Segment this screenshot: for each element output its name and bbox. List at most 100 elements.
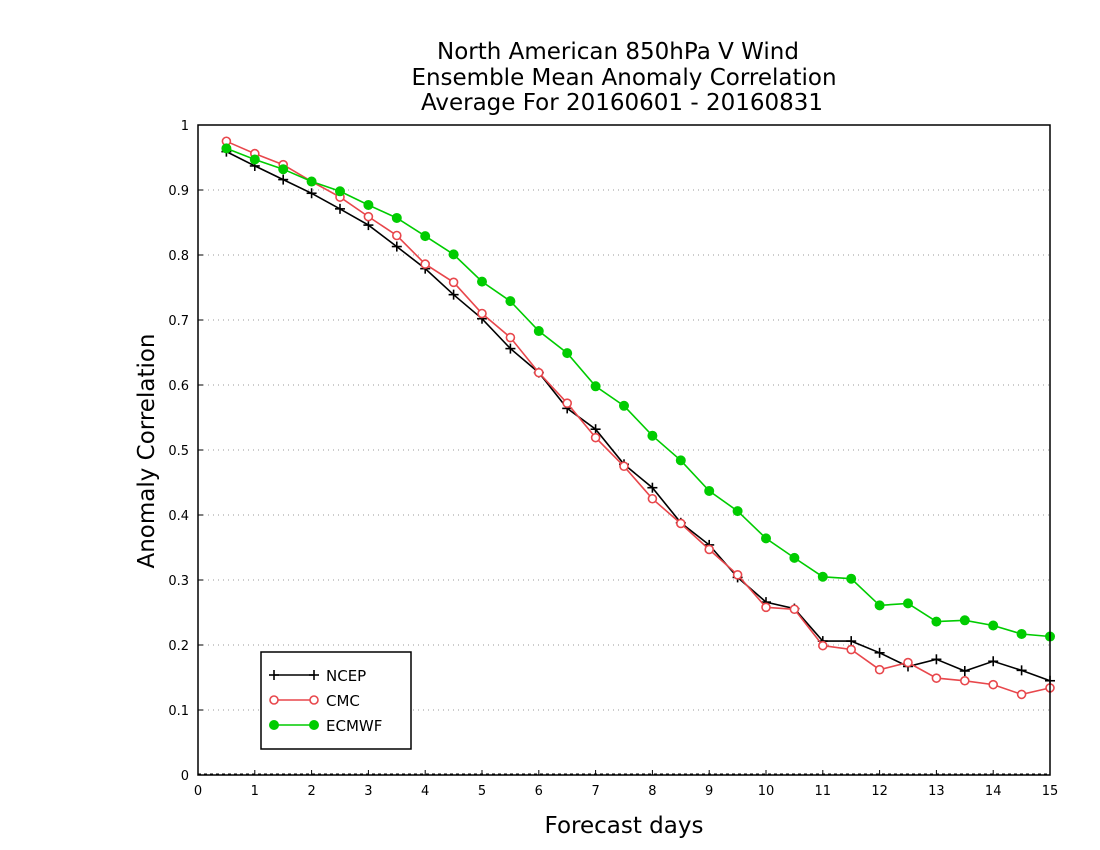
data-point-ecmwf	[817, 571, 828, 582]
data-point-ncep	[391, 241, 402, 252]
series-line-cmc	[226, 140, 1051, 696]
legend-item-ecmwf: ECMWF	[269, 717, 382, 735]
data-point-cmc	[505, 332, 516, 343]
data-point-ncep	[335, 203, 345, 214]
y-tick-label: 0.2	[168, 639, 189, 654]
data-point-ecmwf	[420, 231, 431, 242]
data-point-ecmwf	[391, 212, 402, 223]
x-tick-label: 6	[535, 784, 543, 799]
data-point-cmc	[959, 675, 970, 686]
data-point-cmc	[789, 604, 800, 615]
y-axis-title: Anomaly Correlation	[134, 333, 160, 568]
data-point-ecmwf	[846, 573, 857, 584]
y-axis-ticks: 0 0.1 0.2 0.3 0.4 0.5 0.6 0.7 0.8 0.9 1	[168, 119, 203, 784]
data-point-cmc	[1016, 689, 1027, 700]
legend-marker-ncep	[269, 670, 279, 680]
y-tick-label: 0	[181, 769, 189, 784]
chart-title-line-1: North American 850hPa V Wind	[437, 39, 799, 65]
data-point-cmc	[846, 644, 857, 655]
data-point-cmc	[931, 673, 942, 683]
legend-marker-ecmwf	[269, 720, 279, 730]
plot-frame	[197, 124, 1051, 776]
data-point-ecmwf	[675, 455, 686, 466]
data-point-ecmwf	[562, 348, 573, 359]
x-axis-title: Forecast days	[545, 813, 704, 839]
x-tick-label: 8	[648, 784, 656, 799]
chart-title-line-2: Ensemble Mean Anomaly Correlation	[411, 65, 836, 91]
data-point-ncep	[959, 666, 970, 676]
data-point-ecmwf	[704, 485, 715, 496]
data-point-ecmwf	[619, 400, 629, 411]
data-point-ecmwf	[761, 533, 771, 544]
x-tick-label: 2	[307, 784, 315, 799]
data-point-ecmwf	[306, 176, 317, 187]
data-point-ecmwf	[1016, 628, 1027, 639]
data-point-cmc	[477, 308, 487, 319]
x-tick-label: 13	[928, 784, 945, 799]
data-point-ncep	[846, 636, 857, 647]
y-tick-label: 0.7	[168, 314, 189, 329]
data-point-ecmwf	[988, 620, 999, 631]
x-tick-label: 11	[815, 784, 832, 799]
x-axis-ticks: 0 1 2 3 4 5 6 7 8 9 10 11 12 13 14 15	[194, 770, 1058, 799]
data-point-ecmwf	[590, 381, 601, 392]
chart-title-line-3: Average For 20160601 - 20160831	[421, 90, 823, 116]
x-tick-label: 15	[1042, 784, 1059, 799]
legend-marker-ecmwf	[309, 720, 319, 730]
data-point-cmc	[533, 367, 544, 378]
data-point-cmc	[988, 679, 999, 690]
x-tick-label: 14	[985, 784, 1002, 799]
data-point-cmc	[874, 664, 885, 675]
data-point-cmc	[817, 640, 828, 651]
data-point-ncep	[874, 647, 885, 658]
grid-lines	[198, 189, 1050, 775]
data-point-ncep	[448, 289, 459, 300]
y-tick-label: 0.9	[168, 184, 189, 199]
legend-marker-ncep	[309, 670, 319, 680]
data-point-ecmwf	[647, 430, 658, 441]
series-layer	[221, 136, 1055, 700]
data-point-cmc	[420, 259, 431, 269]
data-point-ecmwf	[931, 616, 942, 627]
series-cmc	[221, 136, 1055, 700]
y-tick-label: 1	[181, 119, 189, 134]
legend-label-ecmwf: ECMWF	[326, 717, 382, 735]
x-tick-label: 12	[871, 784, 888, 799]
data-point-ecmwf	[249, 154, 260, 165]
legend-item-cmc: CMC	[269, 692, 360, 710]
data-point-ecmwf	[789, 552, 800, 563]
data-point-ecmwf	[874, 600, 885, 611]
data-point-cmc	[647, 493, 658, 504]
legend-label-cmc: CMC	[326, 692, 360, 710]
data-point-cmc	[391, 230, 402, 241]
legend-marker-cmc	[309, 695, 319, 705]
series-ecmwf	[221, 143, 1055, 642]
data-point-ncep	[931, 654, 942, 665]
legend-marker-cmc	[269, 695, 279, 705]
data-point-cmc	[761, 602, 771, 613]
y-tick-label: 0.1	[168, 704, 189, 719]
data-point-cmc	[619, 461, 629, 472]
data-point-ncep	[505, 343, 516, 354]
series-line-ecmwf	[226, 147, 1051, 638]
data-point-ecmwf	[448, 249, 459, 260]
data-point-ecmwf	[732, 506, 743, 517]
data-point-cmc	[704, 544, 715, 555]
data-point-ecmwf	[533, 326, 544, 337]
data-point-ecmwf	[505, 296, 516, 307]
y-tick-label: 0.5	[168, 444, 189, 459]
data-point-cmc	[562, 398, 573, 409]
data-point-cmc	[675, 518, 686, 529]
data-point-ncep	[590, 424, 601, 435]
y-tick-label: 0.4	[168, 509, 189, 524]
x-tick-label: 7	[591, 784, 599, 799]
data-point-ecmwf	[959, 615, 970, 626]
legend: NCEP CMC ECMWF	[260, 651, 412, 750]
x-tick-label: 0	[194, 784, 202, 799]
data-point-ecmwf	[363, 199, 374, 210]
data-point-ncep	[1016, 665, 1027, 676]
x-tick-label: 4	[421, 784, 429, 799]
legend-label-ncep: NCEP	[326, 667, 366, 685]
data-point-ncep	[278, 174, 289, 185]
